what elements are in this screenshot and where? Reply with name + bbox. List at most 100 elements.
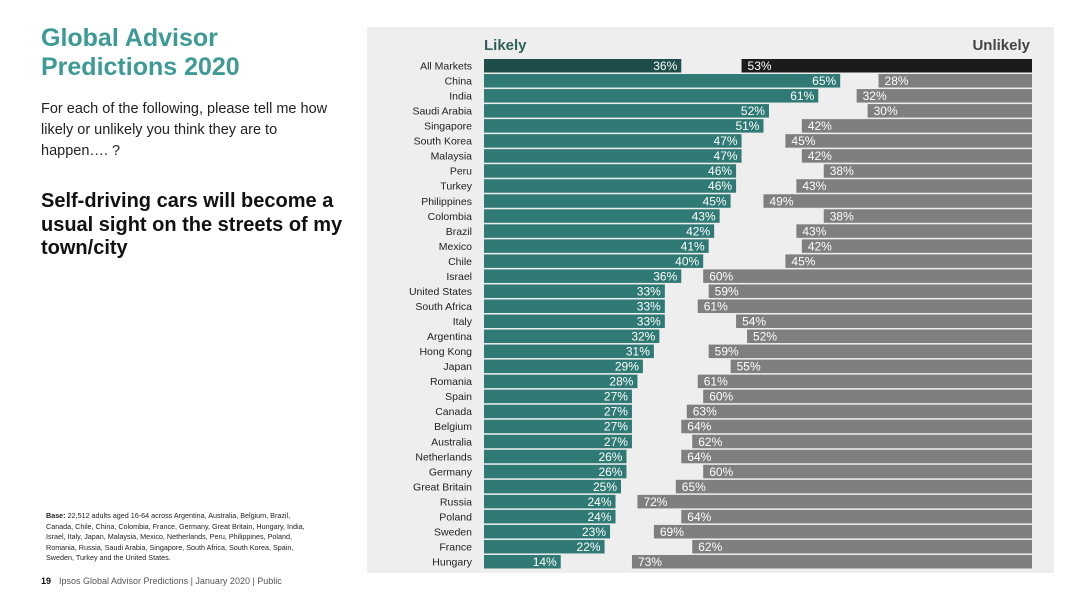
category-label: Spain: [445, 391, 472, 403]
bar-unlikely: [867, 104, 1032, 118]
data-label-likely: 65%: [812, 74, 836, 88]
data-label-unlikely: 55%: [737, 360, 761, 374]
data-label-likely: 36%: [653, 59, 677, 73]
base-note: Base: 22,512 adults aged 16-64 across Ar…: [46, 511, 311, 564]
bar-likely: [484, 104, 769, 118]
legend-likely: Likely: [484, 37, 527, 54]
data-label-unlikely: 64%: [687, 510, 711, 524]
bar-likely: [484, 389, 632, 404]
data-label-likely: 43%: [692, 209, 716, 223]
question-text: For each of the following, please tell m…: [41, 101, 328, 159]
category-label: Netherlands: [415, 451, 472, 463]
data-label-likely: 24%: [587, 510, 611, 524]
bar-unlikely: [736, 314, 1032, 329]
bar-unlikely: [703, 464, 1032, 479]
data-label-unlikely: 38%: [830, 209, 854, 223]
data-label-likely: 31%: [626, 345, 650, 359]
bar-likely: [484, 524, 611, 539]
category-label: United States: [409, 286, 472, 298]
data-label-unlikely: 32%: [863, 89, 887, 103]
data-label-likely: 61%: [790, 89, 814, 103]
bar-unlikely: [653, 524, 1032, 539]
data-label-unlikely: 54%: [742, 315, 766, 329]
bar-unlikely: [801, 119, 1032, 133]
data-label-likely: 36%: [653, 269, 677, 283]
bar-unlikely: [686, 404, 1032, 419]
data-label-unlikely: 73%: [638, 555, 662, 569]
category-label: Great Britain: [413, 481, 472, 493]
data-label-unlikely: 45%: [791, 134, 815, 148]
data-label-unlikely: 72%: [643, 495, 667, 509]
data-label-unlikely: 60%: [709, 465, 733, 479]
bar-likely: [484, 509, 616, 524]
bar-unlikely: [801, 149, 1032, 163]
data-label-unlikely: 62%: [698, 435, 722, 449]
data-label-likely: 33%: [637, 299, 661, 313]
bar-likely: [484, 149, 742, 163]
data-label-unlikely: 42%: [808, 119, 832, 133]
footer-text: Ipsos Global Advisor Predictions | Janua…: [59, 576, 282, 586]
data-label-likely: 47%: [714, 149, 738, 163]
bar-unlikely: [730, 359, 1032, 374]
base-label: Base:: [46, 511, 66, 520]
bar-unlikely: [796, 179, 1032, 193]
bar-likely: [484, 134, 742, 148]
data-label-likely: 42%: [686, 224, 710, 238]
data-label-likely: 28%: [609, 375, 633, 389]
category-label: All Markets: [420, 61, 472, 73]
bar-likely: [484, 209, 720, 223]
bar-likely: [484, 194, 731, 208]
data-label-likely: 40%: [675, 254, 699, 268]
data-label-unlikely: 38%: [830, 164, 854, 178]
footer: 19 Ipsos Global Advisor Predictions | Jan…: [41, 576, 282, 586]
bar-unlikely: [763, 194, 1032, 208]
data-label-unlikely: 59%: [715, 284, 739, 298]
data-label-likely: 27%: [604, 405, 628, 419]
data-label-likely: 52%: [741, 104, 765, 118]
category-label: Poland: [439, 511, 472, 523]
category-label: Canada: [435, 406, 472, 418]
category-label: France: [439, 541, 472, 553]
bar-likely: [484, 419, 632, 434]
data-label-unlikely: 28%: [885, 74, 909, 88]
data-label-unlikely: 59%: [715, 345, 739, 359]
chart-panel: Likely Unlikely All Markets 36% 53% China 65% 2…: [367, 27, 1054, 573]
data-label-likely: 41%: [681, 239, 705, 253]
data-label-unlikely: 62%: [698, 540, 722, 554]
category-label: Sweden: [434, 526, 472, 538]
data-label-likely: 46%: [708, 164, 732, 178]
data-label-unlikely: 69%: [660, 525, 684, 539]
bar-likely: [484, 344, 654, 359]
bar-unlikely: [878, 74, 1032, 88]
bar-likely: [484, 329, 660, 344]
category-label: Russia: [440, 496, 472, 508]
bar-likely: [484, 494, 616, 509]
data-label-likely: 26%: [598, 450, 622, 464]
data-label-unlikely: 65%: [682, 480, 706, 494]
data-label-unlikely: 63%: [693, 405, 717, 419]
data-label-likely: 14%: [533, 555, 557, 569]
category-label: Germany: [429, 466, 473, 478]
bar-likely: [484, 89, 819, 103]
bar-unlikely: [823, 209, 1032, 223]
bar-likely: [484, 539, 605, 554]
bar-likely: [484, 374, 638, 389]
bar-unlikely: [796, 224, 1032, 238]
category-label: Colombia: [428, 211, 473, 223]
category-label: India: [449, 91, 472, 103]
data-label-likely: 29%: [615, 360, 639, 374]
data-label-unlikely: 42%: [808, 149, 832, 163]
bar-unlikely: [692, 539, 1032, 554]
data-label-likely: 24%: [587, 495, 611, 509]
category-label: South Korea: [414, 136, 473, 148]
category-label: Israel: [446, 271, 472, 283]
bar-unlikely: [637, 494, 1032, 509]
category-label: Philippines: [421, 196, 472, 208]
bar-likely: [484, 269, 682, 283]
data-label-likely: 46%: [708, 179, 732, 193]
data-label-likely: 33%: [637, 315, 661, 329]
bar-likely: [484, 239, 709, 253]
data-label-likely: 27%: [604, 420, 628, 434]
data-label-unlikely: 64%: [687, 420, 711, 434]
category-label: Argentina: [427, 331, 472, 343]
